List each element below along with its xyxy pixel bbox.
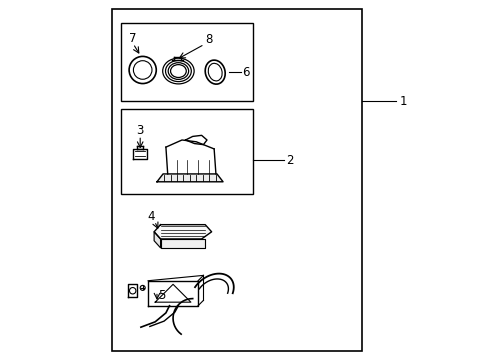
- Text: 5: 5: [158, 289, 165, 302]
- Bar: [112, 9, 362, 351]
- Polygon shape: [157, 174, 223, 182]
- Circle shape: [140, 285, 145, 291]
- Text: 4: 4: [147, 210, 155, 223]
- Text: 6: 6: [242, 66, 249, 78]
- Text: 1: 1: [399, 95, 407, 108]
- Bar: [121, 23, 253, 102]
- Polygon shape: [154, 225, 211, 239]
- Bar: [121, 109, 253, 194]
- Polygon shape: [154, 232, 160, 248]
- Text: 3: 3: [136, 124, 143, 137]
- Text: 7: 7: [129, 32, 137, 45]
- Text: 8: 8: [204, 33, 212, 46]
- Polygon shape: [160, 239, 205, 248]
- Text: 2: 2: [286, 154, 293, 167]
